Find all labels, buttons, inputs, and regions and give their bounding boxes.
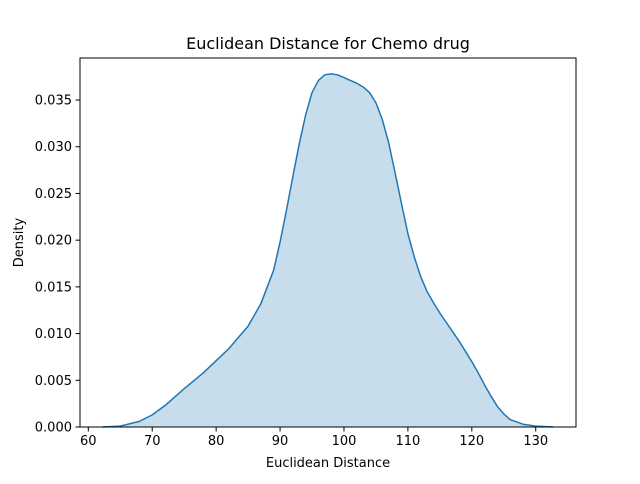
y-tick-label: 0.030 <box>35 140 72 155</box>
density-fill-area <box>102 73 553 427</box>
y-axis-label: Density <box>12 217 27 267</box>
x-axis: 60 70 80 90 100 110 120 130 <box>80 427 548 449</box>
y-tick-label: 0.005 <box>35 374 72 389</box>
y-tick-label: 0.025 <box>35 187 72 202</box>
chart-title: Euclidean Distance for Chemo drug <box>186 34 470 53</box>
x-tick-label: 120 <box>459 434 484 449</box>
plot-area <box>102 73 554 428</box>
x-tick-label: 130 <box>523 434 548 449</box>
x-tick-label: 90 <box>272 434 289 449</box>
y-tick-label: 0.035 <box>35 94 72 109</box>
x-tick-label: 80 <box>208 434 225 449</box>
axes-frame <box>79 57 577 428</box>
x-tick-label: 100 <box>332 434 357 449</box>
x-axis-label: Euclidean Distance <box>266 456 390 471</box>
y-axis: 0.000 0.005 0.010 0.015 0.020 0.025 0.030 0.035 <box>35 94 80 436</box>
x-tick-label: 110 <box>395 434 420 449</box>
x-tick-label: 70 <box>144 434 161 449</box>
y-tick-label: 0.015 <box>35 280 72 295</box>
density-curve-line <box>102 73 554 428</box>
x-tick-label: 60 <box>80 434 97 449</box>
y-tick-label: 0.000 <box>35 421 72 436</box>
y-tick-label: 0.010 <box>35 327 72 342</box>
y-tick-label: 0.020 <box>35 234 72 249</box>
